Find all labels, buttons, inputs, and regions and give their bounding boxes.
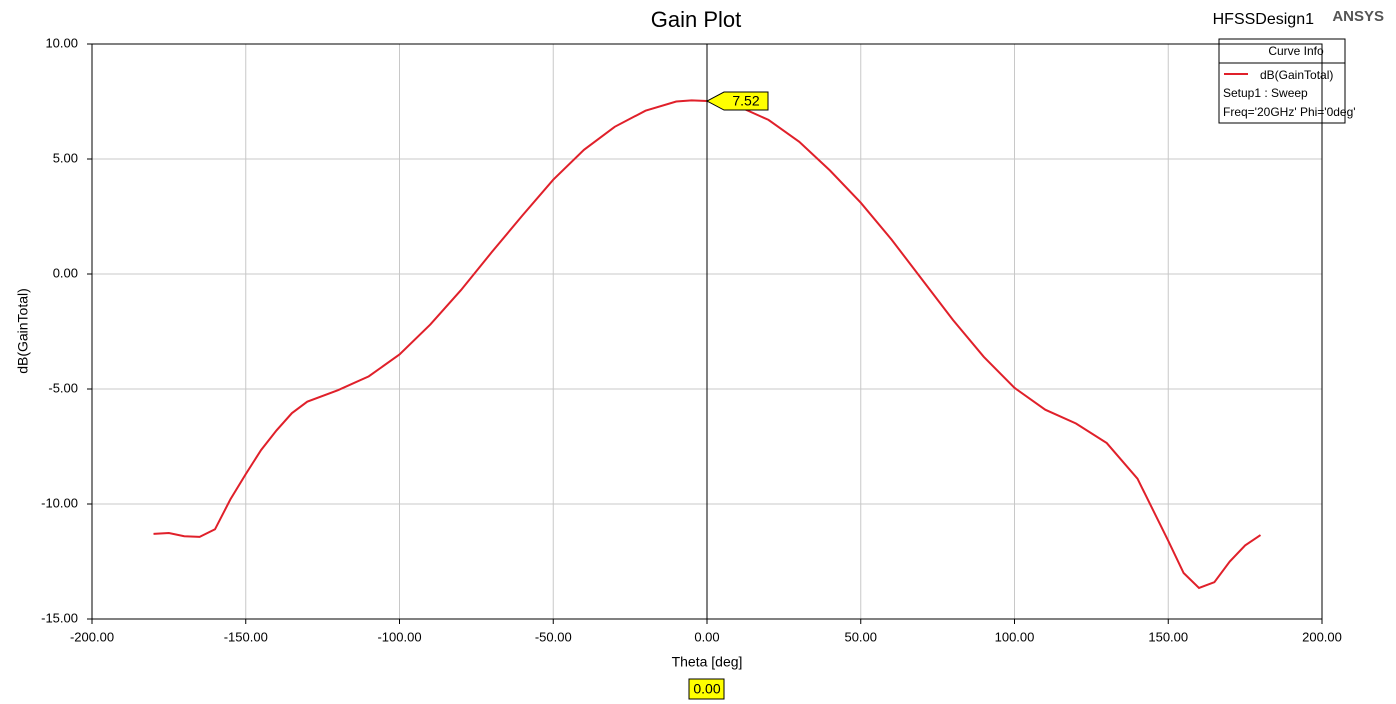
legend-title: Curve Info <box>1268 44 1324 58</box>
x-tick-label: -50.00 <box>535 629 572 644</box>
chart-title: Gain Plot <box>651 7 742 32</box>
x-tick-label: -150.00 <box>224 629 268 644</box>
brand: ANSYS <box>1332 8 1384 25</box>
marker-x-box <box>688 678 725 700</box>
y-tick-label: 0.00 <box>53 265 78 280</box>
y-tick-label: 5.00 <box>53 150 78 165</box>
x-tick-label: 200.00 <box>1302 629 1342 644</box>
x-tick-label: -100.00 <box>377 629 421 644</box>
x-axis-label: Theta [deg] <box>672 654 743 670</box>
legend-setup: Setup1 : Sweep <box>1223 86 1308 100</box>
data-line <box>153 99 1262 590</box>
legend-box <box>1218 38 1346 124</box>
x-tick-label: -200.00 <box>70 629 114 644</box>
y-axis-label: dB(GainTotal) <box>15 288 31 374</box>
legend-entry: dB(GainTotal) <box>1260 68 1333 82</box>
y-tick-label: -5.00 <box>48 380 78 395</box>
marker-x-label: 0.00 <box>693 681 720 697</box>
marker-y-label: 7.52 <box>732 93 759 109</box>
x-tick-label: 100.00 <box>995 629 1035 644</box>
design-name: HFSSDesign1 <box>1213 11 1314 28</box>
x-tick-label: 150.00 <box>1148 629 1188 644</box>
x-tick-label: 50.00 <box>844 629 877 644</box>
marker-flag <box>705 91 769 111</box>
y-tick-label: -10.00 <box>41 495 78 510</box>
x-tick-label: 0.00 <box>694 629 719 644</box>
legend-freq: Freq='20GHz' Phi='0deg' <box>1223 105 1356 119</box>
y-tick-label: 10.00 <box>45 35 78 50</box>
y-tick-label: -15.00 <box>41 610 78 625</box>
